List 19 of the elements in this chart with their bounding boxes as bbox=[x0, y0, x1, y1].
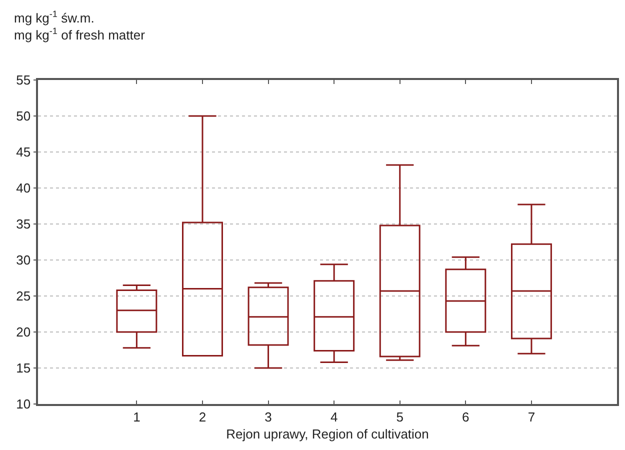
y-axis-title: mg kg$^{-1}$ św.m. mg kg$^{-1}$ of fresh matter bbox=[14, 9, 146, 42]
x-axis-title: Rejon uprawy, Region of cultivation bbox=[226, 426, 429, 442]
x-tick-label: 4 bbox=[330, 409, 338, 424]
y-tick-label: 30 bbox=[16, 252, 31, 268]
x-tick-label: 2 bbox=[198, 409, 206, 424]
y-tick-label: 10 bbox=[16, 396, 31, 412]
y-tick-label: 15 bbox=[16, 360, 31, 376]
y-tick-label: 40 bbox=[16, 180, 31, 196]
x-tick-label: 3 bbox=[264, 409, 272, 424]
y-tick-label: 25 bbox=[16, 288, 31, 304]
x-tick-label: 5 bbox=[396, 409, 404, 424]
y-tick-label: 50 bbox=[16, 108, 31, 124]
y-tick-label: 20 bbox=[16, 324, 31, 340]
x-tick-label: 1 bbox=[133, 409, 140, 424]
y-tick-label: 55 bbox=[16, 72, 31, 88]
y-tick-label: 45 bbox=[16, 144, 31, 160]
x-tick-label: 6 bbox=[462, 409, 470, 424]
x-tick-label: 7 bbox=[528, 409, 536, 424]
y-tick-label: 35 bbox=[16, 216, 31, 232]
